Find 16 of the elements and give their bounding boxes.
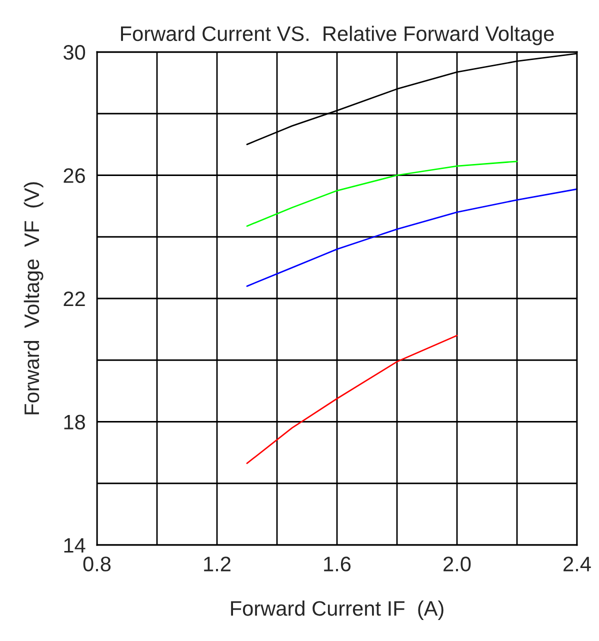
line-series bbox=[246, 334, 458, 464]
x-axis-title: Forward Current IF (A) bbox=[231, 600, 444, 620]
chart-title: Forward Current VS. Relative Forward Voltage bbox=[121, 26, 554, 46]
y-axis-title: Forward Voltage VF (V) bbox=[24, 182, 44, 414]
line-series bbox=[246, 160, 518, 227]
y-tick-label: 30 bbox=[64, 45, 86, 60]
y-tick-label: 14 bbox=[64, 538, 86, 553]
y-tick-label: 18 bbox=[64, 414, 85, 430]
x-tick-label: 0.8 bbox=[83, 556, 111, 572]
y-tick-label: 22 bbox=[64, 292, 85, 306]
line-series bbox=[246, 188, 577, 287]
y-tick-label: 26 bbox=[64, 168, 85, 184]
x-tick-label: 1.2 bbox=[204, 556, 230, 572]
x-tick-label: 2.0 bbox=[444, 556, 471, 572]
x-tick-label: 1.6 bbox=[324, 556, 351, 572]
x-tick-label: 2.4 bbox=[564, 556, 591, 572]
